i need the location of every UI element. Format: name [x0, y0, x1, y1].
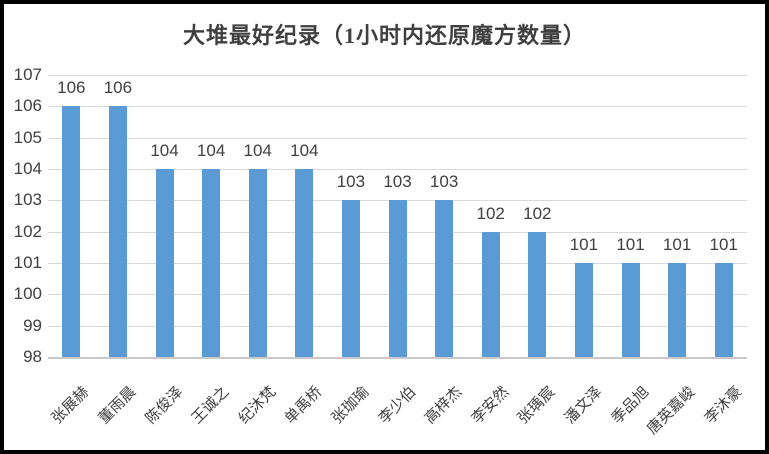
plot-area: 98 99 100 101 102 103 104 105 106 107 106 张展赫 106 董雨晨… — [4, 4, 765, 450]
bar — [341, 200, 360, 357]
bar — [435, 200, 454, 357]
bar-value-label: 101 — [709, 235, 738, 254]
bar — [528, 231, 547, 357]
gridline — [48, 169, 747, 170]
bar-value-label: 101 — [616, 235, 645, 254]
bar-value-label: 106 — [103, 78, 133, 98]
x-axis-line — [48, 357, 747, 359]
bar-value-label: 103 — [383, 172, 412, 192]
chart-title: 大堆最好纪录（1小时内还原魔方数量） — [182, 23, 586, 48]
y-axis-tick-label: 100 — [13, 284, 42, 304]
bar-value-label: 101 — [662, 235, 692, 254]
gridline — [48, 75, 747, 76]
bar — [621, 263, 640, 357]
bar — [388, 200, 407, 357]
y-axis-tick-label: 103 — [13, 190, 42, 210]
y-axis-tick-label: 104 — [13, 159, 42, 178]
bar-value-label: 104 — [243, 141, 272, 160]
bar-value-label: 102 — [476, 203, 505, 223]
y-axis-tick-label: 106 — [13, 96, 42, 116]
y-axis-tick-label: 99 — [23, 315, 42, 335]
bar — [108, 106, 127, 357]
bar — [202, 169, 221, 357]
bar-value-label: 106 — [57, 78, 86, 98]
y-axis-tick-label: 105 — [13, 127, 42, 147]
bar — [668, 263, 687, 357]
bar — [295, 169, 314, 357]
y-axis-tick-label: 98 — [23, 347, 42, 366]
gridline — [48, 137, 747, 139]
y-axis-tick-label: 102 — [13, 221, 42, 241]
bar — [574, 263, 593, 357]
y-axis-tick-label: 107 — [13, 65, 42, 84]
bar-value-label: 104 — [196, 141, 226, 160]
bar — [62, 106, 81, 357]
bar-value-label: 103 — [429, 172, 459, 192]
bar-value-label: 104 — [290, 141, 319, 160]
bar — [155, 169, 174, 357]
y-axis-tick-label: 101 — [13, 253, 42, 272]
bar-value-label: 102 — [523, 203, 552, 223]
bar-value-label: 104 — [150, 141, 179, 160]
bar — [481, 231, 500, 357]
gridline — [48, 106, 747, 108]
bar-value-label: 101 — [569, 235, 599, 254]
bar — [248, 169, 267, 357]
bar — [714, 263, 733, 357]
bar-value-label: 103 — [336, 172, 366, 192]
